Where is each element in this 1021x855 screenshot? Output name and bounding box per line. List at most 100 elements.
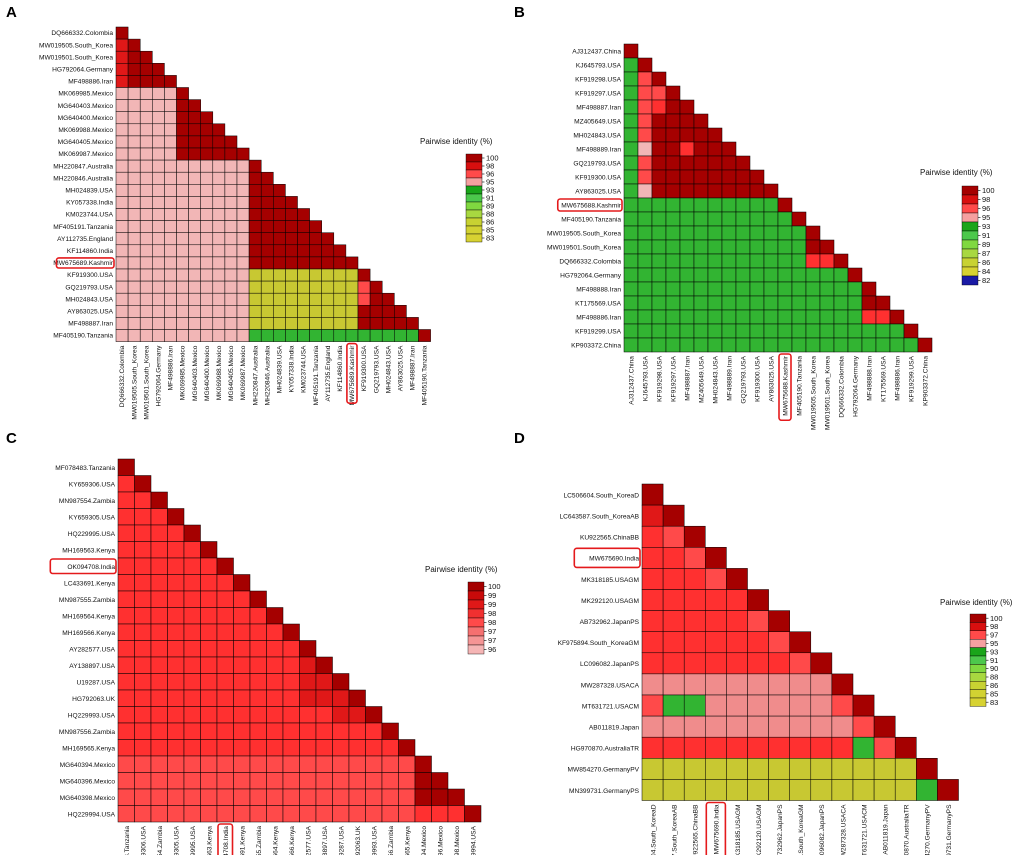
heatmap-cell: [117, 673, 135, 691]
heatmap-cell: [127, 329, 141, 342]
heatmap-cell: [139, 292, 153, 306]
row-label: KU922565.ChinaBB: [580, 535, 640, 542]
heatmap-cell: [224, 317, 238, 330]
heatmap-cell: [431, 788, 449, 806]
heatmap-cell: [152, 256, 165, 270]
heatmap-cell: [260, 329, 274, 342]
heatmap-cell: [282, 805, 300, 823]
column-label: HQ229993.USA: [372, 825, 379, 855]
heatmap-cell: [139, 268, 153, 282]
heatmap-cell: [662, 525, 685, 548]
heatmap-cell: [333, 256, 347, 270]
heatmap-cell: [665, 225, 681, 241]
heatmap-cell: [398, 772, 416, 790]
heatmap-cell: [152, 147, 165, 161]
heatmap-cell: [641, 483, 664, 506]
heatmap-cell: [768, 715, 790, 738]
heatmap-cell: [847, 337, 863, 353]
heatmap-cell: [348, 772, 366, 790]
heatmap-cells: [115, 26, 431, 342]
heatmap-cell: [152, 280, 165, 294]
heatmap-cell: [248, 256, 262, 270]
heatmap-cell: [176, 159, 189, 173]
heatmap-cell: [721, 197, 737, 213]
heatmap-cell: [665, 253, 681, 269]
heatmap-cell: [623, 127, 639, 143]
heatmap-cell: [705, 694, 727, 717]
row-labels: AJ312437.China KJ645793.USA KF919298.USA KF…: [547, 48, 622, 349]
heatmap-cell: [150, 739, 168, 757]
heatmap-cell: [200, 656, 218, 674]
heatmap-cell: [747, 610, 769, 632]
legend-swatch: [969, 639, 987, 648]
row-label: MW675688.Kashmir: [561, 202, 622, 209]
heatmap-cell: [819, 239, 835, 255]
heatmap-cell: [726, 715, 748, 738]
heatmap-cell: [260, 244, 274, 258]
legend-tick-label: 88: [990, 673, 998, 682]
heatmap-cell: [273, 220, 286, 233]
heatmap-cell: [183, 640, 201, 658]
heatmap-cell: [889, 337, 905, 353]
heatmap-cell: [200, 706, 218, 724]
heatmap-cell: [847, 295, 863, 311]
heatmap-cell: [176, 244, 189, 258]
heatmap-cell: [127, 171, 141, 185]
heatmap-cell: [248, 232, 262, 246]
heatmap-cell: [705, 758, 727, 780]
heatmap-cell: [726, 610, 748, 632]
legend-tick-label: 98: [488, 618, 496, 627]
heatmap-cell: [637, 225, 653, 241]
heatmap-cell: [134, 590, 152, 608]
legend-tick-label: 97: [990, 631, 998, 640]
heatmap-cell: [297, 208, 310, 221]
heatmap-cell: [777, 211, 793, 227]
heatmap-cell: [805, 337, 821, 353]
heatmap-cell: [285, 208, 298, 221]
heatmap-cell: [176, 305, 189, 318]
heatmap-cell: [150, 491, 168, 509]
heatmap-cell: [152, 329, 165, 342]
heatmap-cell: [641, 694, 664, 717]
heatmap-cell: [115, 280, 129, 294]
heatmap-cell: [248, 280, 262, 294]
heatmap-cell: [791, 267, 807, 283]
row-label: AY112735.England: [57, 236, 113, 243]
heatmap-cell: [623, 197, 639, 213]
heatmap-cell: [721, 183, 737, 199]
heatmap-cell: [152, 317, 165, 330]
heatmap-cell: [200, 689, 218, 707]
heatmap-cell: [345, 317, 359, 330]
heatmap-cell: [150, 508, 168, 526]
heatmap-cell: [167, 788, 185, 806]
heatmap-cell: [623, 155, 639, 171]
heatmap-cell: [651, 211, 667, 227]
heatmap-cell: [164, 99, 177, 112]
heatmap-cell: [721, 295, 737, 311]
heatmap-cell: [282, 706, 300, 724]
heatmap-cell: [115, 135, 129, 149]
heatmap-cell: [315, 689, 333, 707]
heatmap-cell: [216, 557, 234, 575]
column-label: LC433691.Kenya: [240, 826, 247, 855]
column-label: MZ405649.USA: [698, 355, 705, 403]
heatmap-cell: [115, 232, 129, 246]
heatmap-cell: [236, 159, 250, 173]
heatmap-cell: [749, 225, 765, 241]
heatmap-cell: [637, 309, 653, 325]
heatmap-cell: [224, 159, 238, 173]
column-labels: MF078483.Tanzania KY659306.USA MN987554.Za…: [124, 825, 478, 855]
heatmap-cell: [115, 196, 129, 209]
heatmap-cell: [248, 159, 262, 173]
heatmap-cell: [297, 280, 310, 294]
legend-swatch: [465, 225, 483, 235]
heatmap-cell: [789, 673, 812, 696]
heatmap-cell: [176, 184, 189, 197]
heatmap-cell: [721, 309, 737, 325]
heatmap-cell: [260, 171, 274, 185]
heatmap-cell: [167, 673, 185, 691]
heatmap-cell: [150, 772, 168, 790]
heatmap-cell: [789, 652, 812, 675]
column-label: KF919297.USA: [670, 355, 677, 401]
column-label: MF405191.Tanzania: [313, 345, 320, 405]
